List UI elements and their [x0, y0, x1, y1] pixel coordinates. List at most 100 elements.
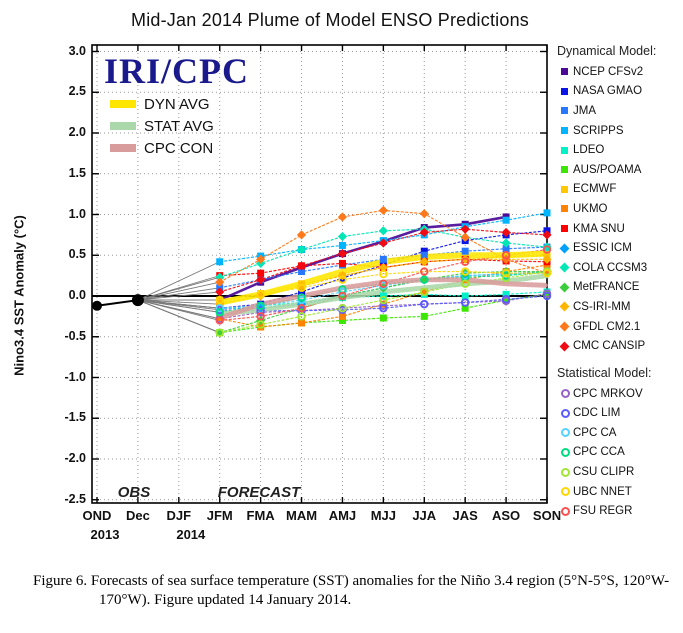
legend-item-cdc-lim: CDC LIM: [557, 404, 683, 424]
x-tick-label: DJF: [166, 508, 192, 523]
circle-marker-icon: [557, 447, 573, 457]
legend-item-cs-iri-mm: CS-IRI-MM: [557, 297, 683, 317]
legend-item-kma-snu: KMA SNU: [557, 219, 683, 239]
legend-item-essic-icm: ESSIC ICM: [557, 238, 683, 258]
legend-model-name: NASA GMAO: [573, 85, 643, 98]
x-tick-label: JJA: [412, 508, 437, 523]
x-tick-label: FMA: [246, 508, 275, 523]
legend-model-name: CS-IRI-MM: [573, 300, 631, 313]
legend-item-jma: JMA: [557, 101, 683, 121]
x-tick-label: MJJ: [370, 508, 396, 523]
stat-avg-swatch: [110, 122, 136, 130]
x-tick-label: OND: [82, 508, 112, 523]
legend-model-name: GFDL CM2.1: [573, 320, 641, 333]
circle-marker-icon: [557, 408, 573, 418]
y-tick-label: -2.0: [64, 451, 86, 465]
legend-model-name: CPC CCA: [573, 446, 625, 459]
legend-item-cola-ccsm3: COLA CCSM3: [557, 258, 683, 278]
y-tick-label: 0.0: [68, 288, 86, 302]
dyn-avg-swatch: [110, 100, 136, 108]
caption-line-1: Figure 6. Forecasts of sea surface tempe…: [33, 573, 670, 589]
legend-model-name: ECMWF: [573, 183, 617, 196]
x-tick-label: JAS: [452, 508, 478, 523]
legend-model-name: LDEO: [573, 144, 605, 157]
legend-model-name: AUS/POAMA: [573, 163, 642, 176]
legend-item-cpc-cca: CPC CCA: [557, 443, 683, 463]
inset-legend-cpc-con: CPC CON: [110, 140, 213, 157]
x-tick-label: SON: [532, 508, 562, 523]
legend-model-name: NCEP CFSv2: [573, 65, 644, 78]
legend-item-nasa-gmao: NASA GMAO: [557, 82, 683, 102]
square-marker-icon: [557, 205, 573, 213]
y-tick-label: 2.5: [68, 84, 86, 99]
legend-model-name: MetFRANCE: [573, 281, 640, 294]
diamond-marker-icon: [557, 282, 573, 293]
diamond-marker-icon: [557, 321, 573, 332]
square-marker-icon: [557, 68, 573, 76]
square-marker-icon: [557, 225, 573, 233]
legend-item-cpc-mrkov: CPC MRKOV: [557, 384, 683, 404]
y-tick-label: 2.0: [68, 125, 86, 139]
square-marker-icon: [557, 185, 573, 193]
chart-title: Mid-Jan 2014 Plume of Model ENSO Predict…: [131, 10, 529, 30]
y-tick-label: -2.5: [64, 491, 86, 506]
diamond-marker-icon: [557, 341, 573, 352]
cpc-con-swatch: [110, 144, 136, 152]
obs-label: OBS: [117, 484, 151, 501]
legend-item-gfdl-cm2-1: GFDL CM2.1: [557, 317, 683, 337]
statistical-model-header: Statistical Model:: [557, 365, 652, 380]
legend-model-name: FSU REGR: [573, 505, 633, 518]
x-tick-label: Dec: [125, 508, 150, 523]
legend-model-name: SCRIPPS: [573, 124, 624, 137]
legend-model-name: COLA CCSM3: [573, 261, 648, 274]
x-tick-label: JFM: [206, 508, 233, 523]
y-tick-label: -1.5: [64, 410, 86, 425]
y-tick-label: -1.0: [64, 369, 86, 384]
legend-item-ncep-cfsv2: NCEP CFSv2: [557, 62, 683, 82]
legend-item-ukmo: UKMO: [557, 199, 683, 219]
legend-model-name: KMA SNU: [573, 222, 625, 235]
model-legend: Dynamical Model: NCEP CFSv2 NASA GMAO JMA S…: [557, 44, 683, 531]
diamond-marker-icon: [557, 301, 573, 312]
legend-item-scripps: SCRIPPS: [557, 121, 683, 141]
legend-item-cpc-ca: CPC CA: [557, 423, 683, 443]
square-marker-icon: [557, 146, 573, 154]
x-tick-label: MAM: [286, 508, 318, 523]
dynamical-legend-list: NCEP CFSv2 NASA GMAO JMA SCRIPPS LDEO AUS/POA…: [557, 62, 683, 356]
diamond-marker-icon: [557, 243, 573, 254]
square-marker-icon: [557, 166, 573, 174]
legend-model-name: CSU CLIPR: [573, 466, 635, 479]
y-tick-label: 0.5: [68, 247, 86, 262]
y-axis-title: Nino3.4 SST Anomaly (°C): [11, 215, 27, 376]
circle-marker-icon: [557, 389, 573, 399]
legend-item-csu-clipr: CSU CLIPR: [557, 462, 683, 482]
year-label: 2013: [90, 527, 120, 542]
y-tick-label: 1.5: [68, 165, 86, 180]
dynamical-model-header: Dynamical Model:: [557, 44, 657, 58]
x-tick-label: ASO: [491, 508, 521, 523]
year-label: 2014: [176, 527, 206, 542]
circle-marker-icon: [557, 467, 573, 477]
inset-legend-dyn-avg: DYN AVG: [110, 96, 210, 113]
y-tick-label: 1.0: [68, 206, 86, 221]
iri-cpc-watermark: IRI/CPC: [104, 51, 250, 91]
inset-legend-stat-avg: STAT AVG: [110, 118, 214, 135]
legend-model-name: UBC NNET: [573, 485, 632, 498]
legend-model-name: CDC LIM: [573, 407, 621, 420]
figure-caption: Figure 6. Forecasts of sea surface tempe…: [33, 572, 673, 610]
legend-model-name: JMA: [573, 104, 596, 117]
square-marker-icon: [557, 127, 573, 135]
legend-item-ecmwf: ECMWF: [557, 180, 683, 200]
forecast-label: FORECAST: [217, 484, 301, 501]
circle-marker-icon: [557, 487, 573, 497]
legend-item-aus-poama: AUS/POAMA: [557, 160, 683, 180]
square-marker-icon: [557, 107, 573, 115]
statistical-legend-list: CPC MRKOV CDC LIM CPC CA CPC CCA CSU CLIPR UB…: [557, 384, 683, 521]
caption-line-2: 170°W). Figure updated 14 January 2014.: [99, 591, 352, 608]
x-tick-label: AMJ: [328, 508, 357, 523]
legend-model-name: ESSIC ICM: [573, 242, 632, 255]
legend-item-ldeo: LDEO: [557, 140, 683, 160]
square-marker-icon: [557, 87, 573, 95]
